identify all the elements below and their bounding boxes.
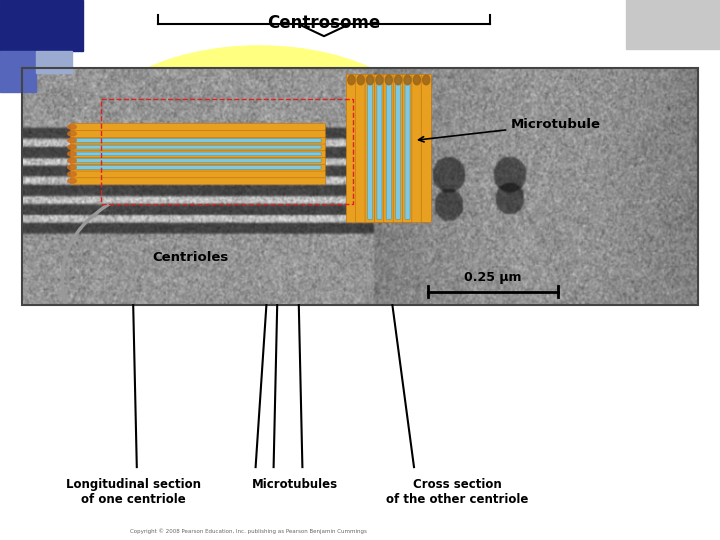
FancyBboxPatch shape (71, 157, 325, 164)
Ellipse shape (348, 75, 355, 85)
Ellipse shape (68, 158, 76, 163)
Text: Microtubule: Microtubule (418, 118, 601, 142)
FancyBboxPatch shape (71, 164, 325, 171)
Ellipse shape (395, 75, 402, 85)
Ellipse shape (68, 152, 76, 156)
Ellipse shape (68, 131, 76, 136)
Bar (101, 99, 353, 204)
FancyBboxPatch shape (346, 75, 356, 222)
FancyBboxPatch shape (75, 152, 321, 156)
FancyBboxPatch shape (75, 159, 321, 163)
Bar (626, 0, 720, 49)
FancyBboxPatch shape (71, 123, 325, 131)
Bar (36, 51, 72, 73)
FancyBboxPatch shape (412, 75, 422, 222)
Ellipse shape (68, 125, 76, 129)
FancyBboxPatch shape (71, 171, 325, 178)
FancyBboxPatch shape (365, 75, 375, 222)
Bar (0, 0, 83, 51)
Text: Cross section
of the other centriole: Cross section of the other centriole (386, 478, 528, 506)
Bar (0, 51, 36, 92)
Text: Longitudinal section
of one centriole: Longitudinal section of one centriole (66, 478, 201, 506)
Ellipse shape (357, 75, 364, 85)
Text: Microtubules: Microtubules (252, 478, 338, 491)
Ellipse shape (68, 172, 76, 177)
FancyBboxPatch shape (377, 78, 382, 219)
Bar (22, 68, 698, 305)
FancyBboxPatch shape (405, 78, 410, 219)
Ellipse shape (423, 75, 430, 85)
Text: Fig. 6-22: Fig. 6-22 (11, 10, 59, 19)
FancyBboxPatch shape (384, 75, 394, 222)
Ellipse shape (68, 165, 76, 170)
FancyBboxPatch shape (374, 75, 384, 222)
FancyBboxPatch shape (75, 145, 321, 149)
Ellipse shape (404, 75, 411, 85)
Ellipse shape (385, 75, 392, 85)
Ellipse shape (68, 138, 76, 143)
Ellipse shape (68, 145, 76, 150)
Ellipse shape (68, 179, 76, 183)
FancyBboxPatch shape (393, 75, 403, 222)
FancyBboxPatch shape (356, 75, 366, 222)
FancyBboxPatch shape (402, 75, 413, 222)
FancyBboxPatch shape (71, 177, 325, 185)
Ellipse shape (366, 75, 374, 85)
Ellipse shape (79, 46, 439, 251)
Text: Copyright © 2008 Pearson Education, Inc. publishing as Pearson Benjamin Cummings: Copyright © 2008 Pearson Education, Inc.… (130, 528, 366, 534)
FancyBboxPatch shape (368, 78, 373, 219)
Text: Centrosome: Centrosome (267, 14, 381, 31)
Ellipse shape (376, 75, 383, 85)
FancyBboxPatch shape (396, 78, 401, 219)
FancyBboxPatch shape (75, 139, 321, 142)
FancyBboxPatch shape (71, 130, 325, 137)
FancyBboxPatch shape (387, 78, 392, 219)
Text: Centrioles: Centrioles (153, 251, 229, 264)
FancyBboxPatch shape (75, 166, 321, 169)
Ellipse shape (413, 75, 420, 85)
FancyBboxPatch shape (71, 150, 325, 158)
FancyBboxPatch shape (71, 144, 325, 151)
FancyBboxPatch shape (421, 75, 431, 222)
FancyBboxPatch shape (71, 137, 325, 144)
Text: 0.25 µm: 0.25 µm (464, 271, 522, 284)
